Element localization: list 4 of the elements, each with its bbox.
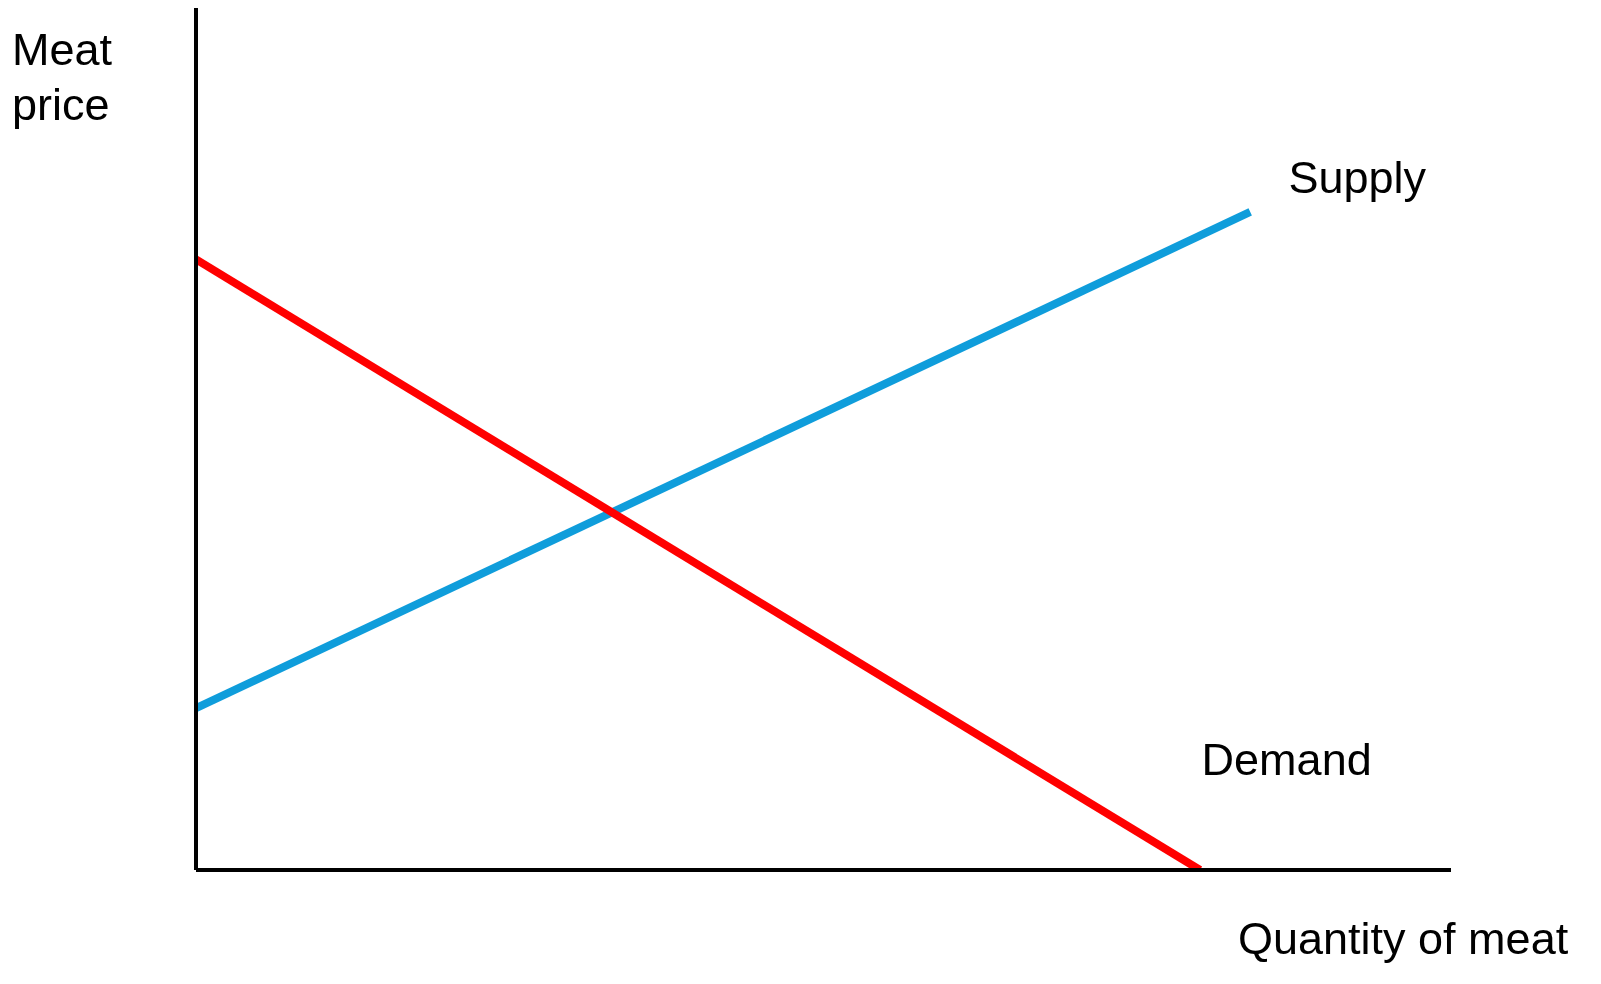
y-axis-title: Meat price xyxy=(12,23,113,132)
series-label: Supply xyxy=(1288,151,1427,205)
x-axis-title: Quantity of meat xyxy=(1238,912,1569,966)
series-label: Demand xyxy=(1201,733,1372,787)
